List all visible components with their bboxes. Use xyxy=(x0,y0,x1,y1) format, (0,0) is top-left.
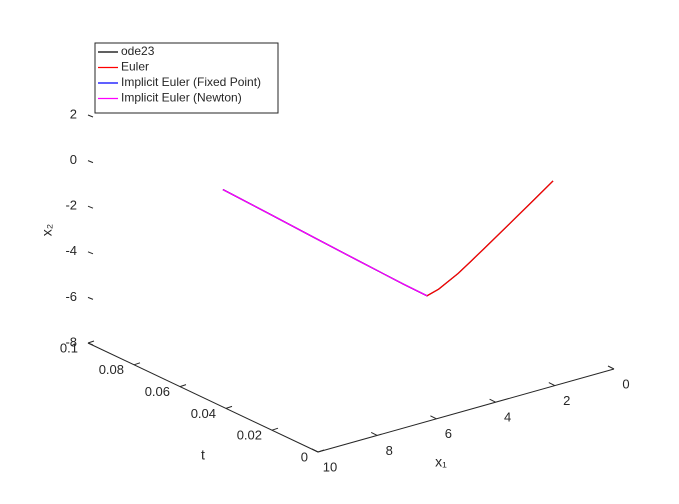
x-tick-label: 8 xyxy=(386,443,393,458)
x-tick xyxy=(311,448,319,453)
legend-label: Implicit Euler (Fixed Point) xyxy=(121,75,261,89)
y-tick-label: 2 xyxy=(70,106,77,121)
t-tick xyxy=(133,362,141,366)
y-tick-label: -8 xyxy=(65,334,77,349)
legend-box xyxy=(94,42,279,114)
t-tick xyxy=(271,427,279,431)
x-tick-label: 4 xyxy=(504,410,511,425)
y-tick xyxy=(87,251,94,255)
y-tick xyxy=(87,296,94,300)
t-tick-label: 0.1 xyxy=(60,340,78,355)
x-tick xyxy=(370,431,378,436)
x-axis-label: x₁ xyxy=(435,454,447,470)
x-tick xyxy=(489,398,496,403)
y-tick xyxy=(87,205,94,209)
t-tick-label: 0.02 xyxy=(237,428,262,443)
t-tick-label: 0.08 xyxy=(99,362,124,377)
x-tick xyxy=(430,415,437,420)
legend-label: Implicit Euler (Newton) xyxy=(121,91,242,105)
t-axis xyxy=(87,342,319,453)
x-tick-label: 0 xyxy=(622,376,629,391)
t-tick xyxy=(317,449,325,453)
y-tick xyxy=(87,160,94,164)
t-tick xyxy=(179,384,187,388)
y-tick-label: 0 xyxy=(70,152,77,167)
y-tick-label: -2 xyxy=(65,198,77,213)
x-tick-label: 2 xyxy=(563,393,570,408)
series-line xyxy=(222,189,428,297)
t-tick-label: 0 xyxy=(301,449,308,464)
t-tick-label: 0.06 xyxy=(145,384,170,399)
y-tick xyxy=(87,114,94,118)
x-tick xyxy=(548,382,556,387)
x-axis xyxy=(317,368,615,453)
y-tick xyxy=(87,342,94,346)
t-axis-label: t xyxy=(201,447,205,463)
y-axis-label: x₂ xyxy=(39,224,55,236)
t-tick xyxy=(87,340,95,344)
x-tick-label: 6 xyxy=(445,426,452,441)
y-tick-label: -6 xyxy=(65,289,77,304)
x-tick-label: 10 xyxy=(323,459,337,474)
legend-label: Euler xyxy=(121,60,149,74)
x-tick xyxy=(607,365,615,370)
y-tick-label: -4 xyxy=(65,243,77,258)
legend-label: ode23 xyxy=(121,44,155,58)
t-tick-label: 0.04 xyxy=(191,406,216,421)
t-tick xyxy=(225,405,233,409)
